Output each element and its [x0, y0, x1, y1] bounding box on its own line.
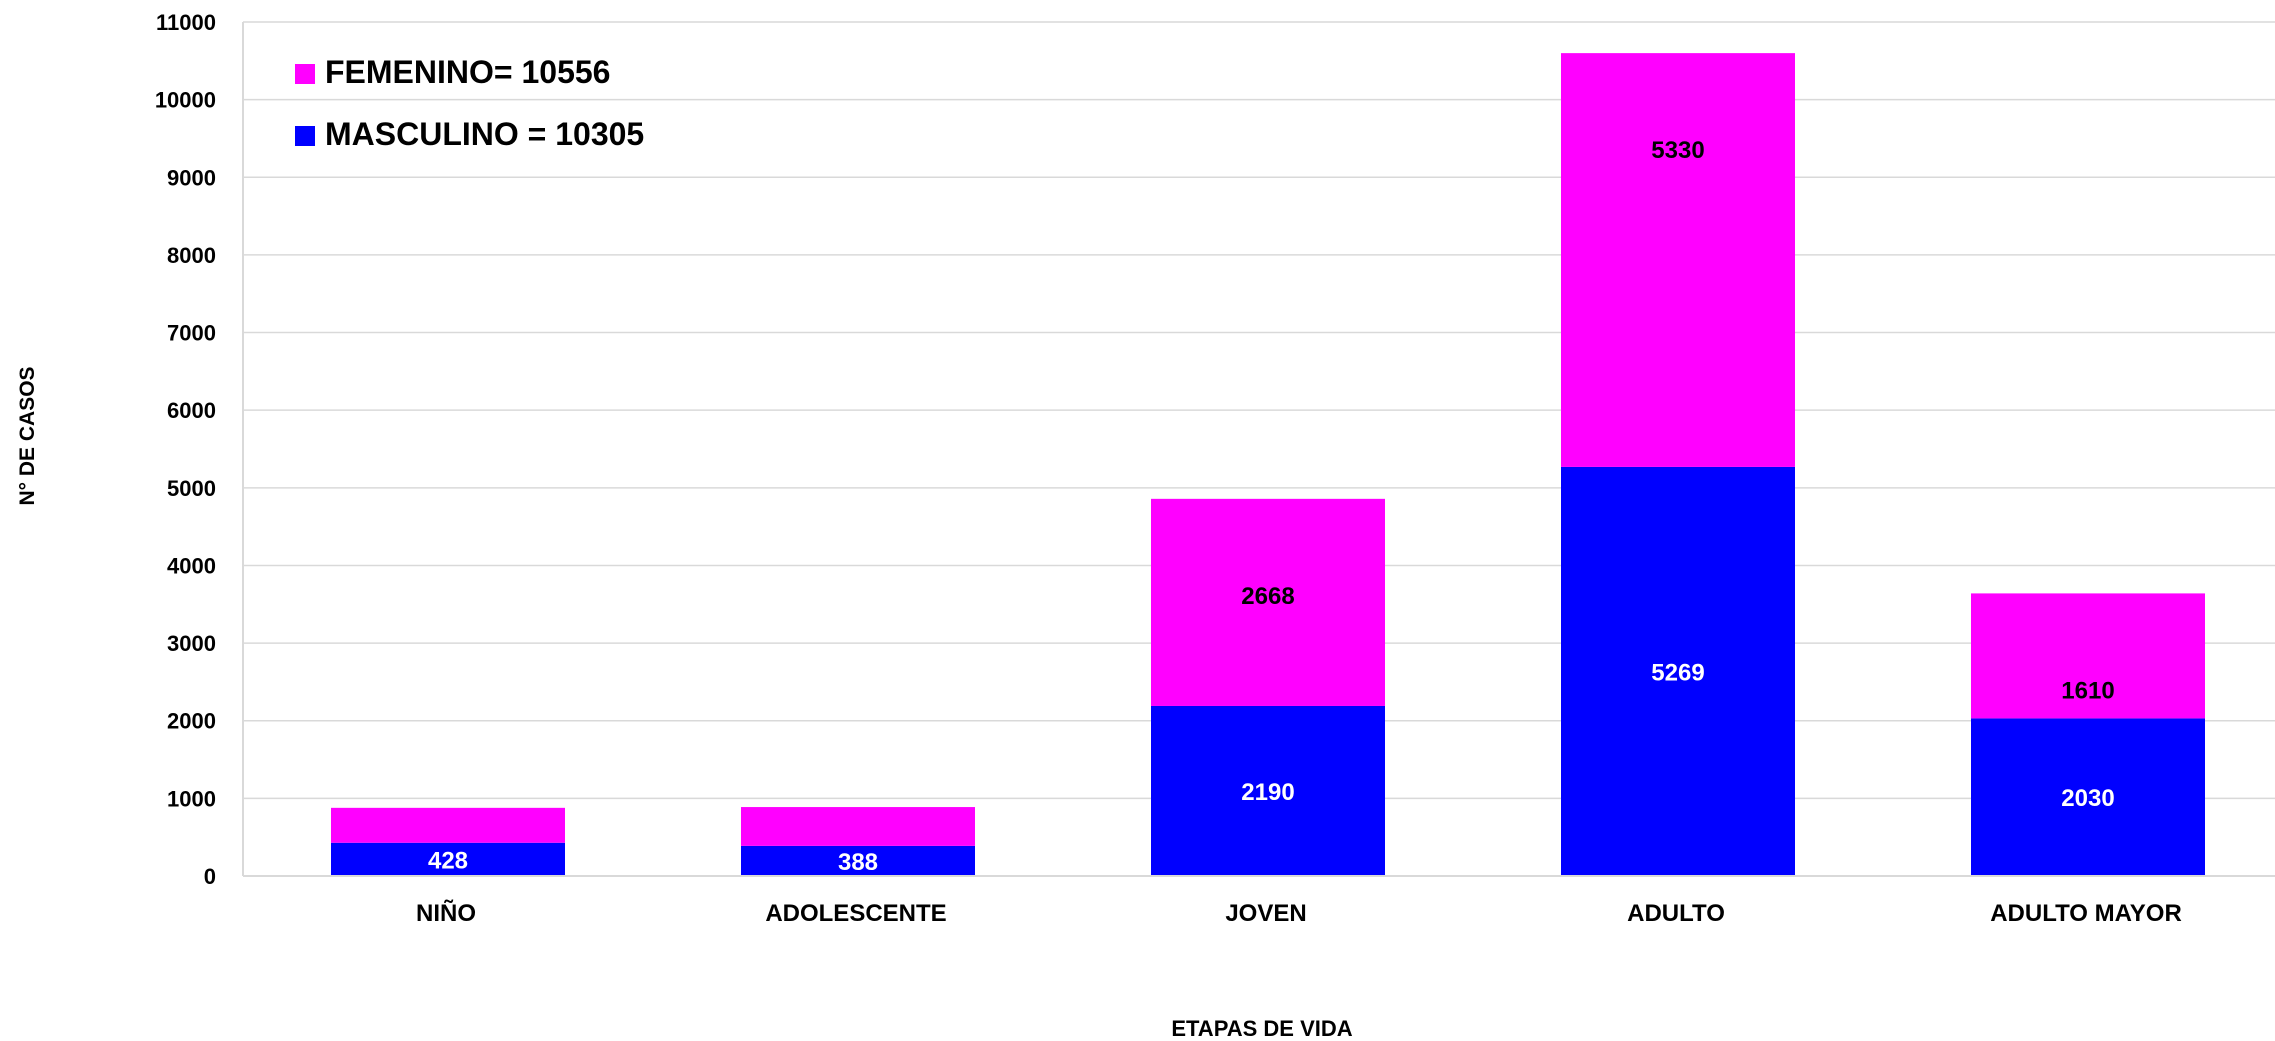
bar-segment [1971, 718, 2205, 876]
y-tick-label: 5000 [167, 476, 216, 501]
bars [331, 53, 2205, 876]
y-tick-label: 9000 [167, 165, 216, 190]
y-tick-label: 2000 [167, 709, 216, 734]
data-label: 2030 [2061, 785, 2114, 812]
y-tick-label: 7000 [167, 321, 216, 346]
y-tick-label: 8000 [167, 243, 216, 268]
legend-swatch-masculino [295, 126, 315, 146]
y-tick-label: 11000 [156, 10, 216, 35]
y-tick-label: 4000 [167, 553, 216, 578]
y-axis-title: N° DE CASOS [16, 366, 39, 505]
bar-segment [741, 845, 975, 876]
legend-swatch-femenino [295, 64, 315, 84]
bar-segment [331, 842, 565, 876]
bar-segment [1971, 593, 2205, 719]
legend: FEMENINO= 10556 MASCULINO = 10305 [295, 54, 644, 152]
x-axis-title: ETAPAS DE VIDA [1171, 1016, 1352, 1041]
x-tick-label: ADULTO MAYOR [1990, 900, 2182, 927]
bar-segment [1151, 705, 1385, 876]
x-tick-label: NIÑO [416, 899, 476, 927]
data-label: 1610 [2061, 677, 2114, 704]
y-tick-label: 0 [204, 864, 216, 889]
data-label: 5269 [1651, 659, 1704, 686]
legend-label-masculino: MASCULINO = 10305 [325, 116, 644, 152]
bar-segment [1561, 466, 1795, 876]
data-label: 2668 [1241, 583, 1294, 610]
gridlines [243, 21, 2275, 800]
y-tick-label: 3000 [167, 631, 216, 656]
bar-segment [1561, 53, 1795, 467]
y-axis-tick-labels: 0 1000 2000 3000 4000 5000 6000 7000 8000 9000 100… [155, 10, 216, 889]
x-tick-label: ADOLESCENTE [765, 900, 946, 927]
x-axis-tick-labels: NIÑO ADOLESCENTE JOVEN ADULTO ADULTO MAYOR [416, 899, 2182, 927]
y-tick-label: 6000 [167, 398, 216, 423]
bar-segment [1151, 498, 1385, 706]
data-label: 428 [428, 847, 468, 874]
bar-segment [331, 807, 565, 843]
legend-label-femenino: FEMENINO= 10556 [325, 54, 610, 90]
x-tick-label: ADULTO [1627, 900, 1725, 927]
x-tick-label: JOVEN [1225, 900, 1306, 927]
y-tick-label: 1000 [167, 786, 216, 811]
data-label: 388 [838, 849, 878, 876]
y-tick-label: 10000 [155, 88, 216, 113]
bar-segment [741, 807, 975, 846]
data-label: 5330 [1651, 137, 1704, 164]
data-labels: 428 388 2190 2668 5269 5330 2030 1610 [428, 137, 2115, 876]
data-label: 2190 [1241, 779, 1294, 806]
